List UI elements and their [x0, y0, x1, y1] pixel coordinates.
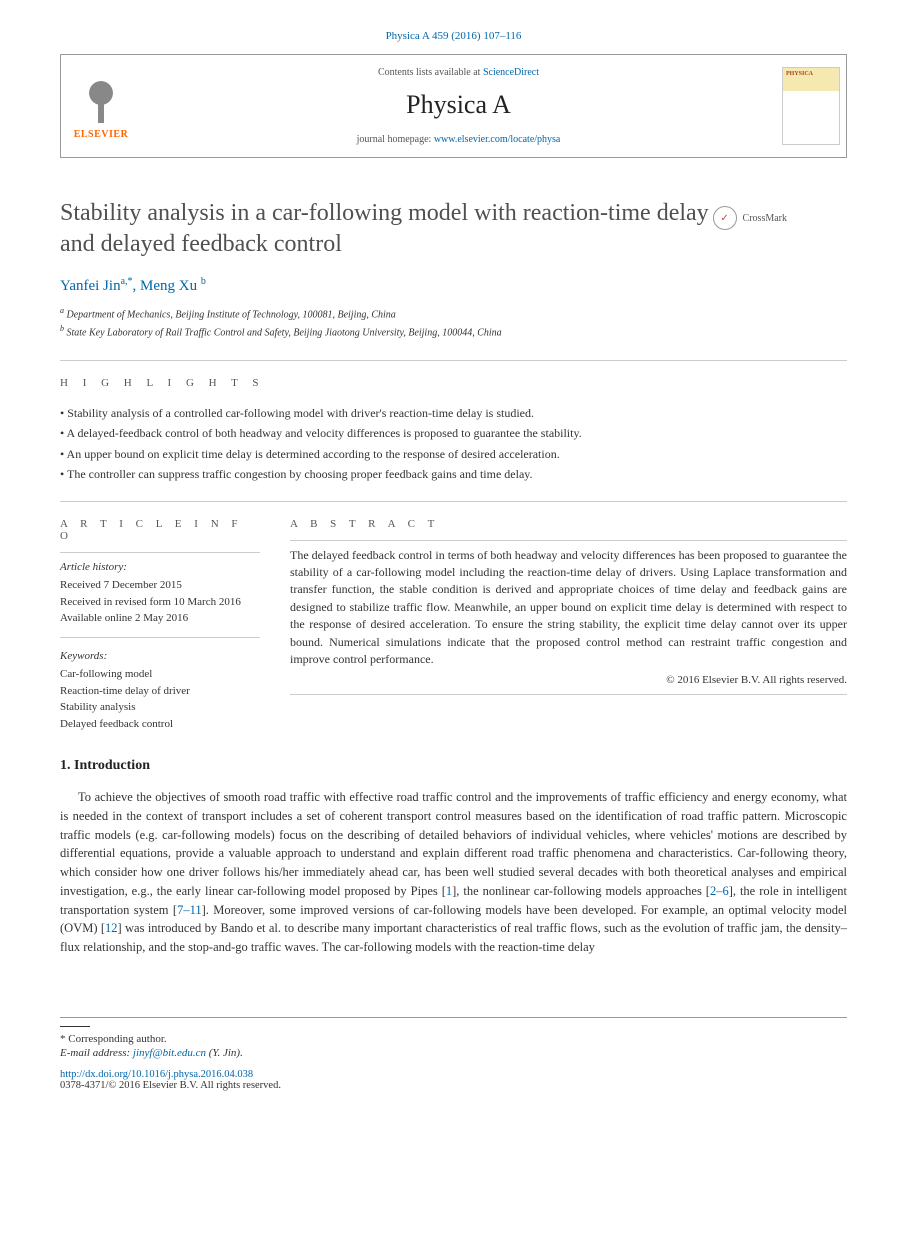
- keyword: Stability analysis: [60, 699, 260, 716]
- introduction-paragraph: To achieve the objectives of smooth road…: [60, 788, 847, 957]
- citation-link-2-6[interactable]: 2–6: [710, 884, 729, 898]
- homepage-link[interactable]: www.elsevier.com/locate/physa: [434, 134, 561, 145]
- revised-date: Received in revised form 10 March 2016: [60, 594, 260, 611]
- affiliations: a Department of Mechanics, Beijing Insti…: [60, 305, 847, 340]
- divider: [60, 501, 847, 502]
- journal-reference: Physica A 459 (2016) 107–116: [60, 30, 847, 42]
- intro-text-post: ] was introduced by Bando et al. to desc…: [60, 921, 847, 954]
- divider: [290, 540, 847, 541]
- sciencedirect-link[interactable]: ScienceDirect: [483, 67, 539, 78]
- page-footer: * Corresponding author. E-mail address: …: [60, 1017, 847, 1091]
- abstract-label: A B S T R A C T: [290, 518, 847, 530]
- elsevier-tree-icon: [76, 73, 126, 123]
- contents-prefix: Contents lists available at: [378, 67, 483, 78]
- journal-cover-thumbnail: [782, 67, 840, 145]
- info-abstract-row: A R T I C L E I N F O Article history: R…: [60, 518, 847, 733]
- homepage-prefix: journal homepage:: [357, 134, 434, 145]
- citation-link-12[interactable]: 12: [105, 921, 118, 935]
- doi-link[interactable]: http://dx.doi.org/10.1016/j.physa.2016.0…: [60, 1069, 253, 1080]
- email-line: E-mail address: jinyf@bit.edu.cn (Y. Jin…: [60, 1047, 847, 1059]
- article-info-label: A R T I C L E I N F O: [60, 518, 260, 542]
- issn-copyright-line: 0378-4371/© 2016 Elsevier B.V. All right…: [60, 1080, 847, 1091]
- intro-text-pre: To achieve the objectives of smooth road…: [60, 790, 847, 898]
- highlight-item: An upper bound on explicit time delay is…: [60, 444, 847, 464]
- author-2: Meng Xu: [140, 278, 197, 294]
- crossmark-label: CrossMark: [743, 213, 787, 224]
- author-1: Yanfei Jin: [60, 278, 121, 294]
- crossmark-icon: ✓: [713, 206, 737, 230]
- email-suffix: (Y. Jin).: [206, 1047, 243, 1059]
- history-head: Article history:: [60, 559, 260, 576]
- journal-cover-cell: [776, 55, 846, 157]
- journal-title: Physica A: [153, 90, 764, 120]
- authors-line: Yanfei Jina,*, Meng Xu b: [60, 276, 847, 295]
- affiliation-b: State Key Laboratory of Rail Traffic Con…: [67, 327, 502, 338]
- author-1-sup: a,*: [121, 276, 133, 287]
- intro-text-mid1: ], the nonlinear car-following models ap…: [452, 884, 710, 898]
- keyword: Delayed feedback control: [60, 716, 260, 733]
- keywords-block: Keywords: Car-following model Reaction-t…: [60, 648, 260, 733]
- elsevier-label: ELSEVIER: [74, 129, 129, 140]
- article-history-block: Article history: Received 7 December 201…: [60, 559, 260, 627]
- article-info-column: A R T I C L E I N F O Article history: R…: [60, 518, 260, 733]
- keywords-head: Keywords:: [60, 648, 260, 665]
- keyword: Reaction-time delay of driver: [60, 683, 260, 700]
- divider: [60, 637, 260, 638]
- author-2-sup: b: [201, 276, 206, 287]
- contents-available-line: Contents lists available at ScienceDirec…: [153, 67, 764, 78]
- homepage-line: journal homepage: www.elsevier.com/locat…: [153, 134, 764, 145]
- keyword: Car-following model: [60, 666, 260, 683]
- elsevier-logo: ELSEVIER: [61, 55, 141, 157]
- highlights-label: H I G H L I G H T S: [60, 377, 847, 389]
- footnote-rule: [60, 1026, 90, 1027]
- highlight-item: The controller can suppress traffic cong…: [60, 464, 847, 484]
- online-date: Available online 2 May 2016: [60, 610, 260, 627]
- email-link[interactable]: jinyf@bit.edu.cn: [133, 1047, 206, 1059]
- divider: [60, 360, 847, 361]
- received-date: Received 7 December 2015: [60, 577, 260, 594]
- highlight-item: A delayed-feedback control of both headw…: [60, 423, 847, 443]
- divider: [290, 694, 847, 695]
- introduction-heading: 1. Introduction: [60, 758, 847, 774]
- citation-link-7-11[interactable]: 7–11: [177, 903, 202, 917]
- affiliation-a: Department of Mechanics, Beijing Institu…: [67, 310, 396, 321]
- abstract-copyright: © 2016 Elsevier B.V. All rights reserved…: [290, 674, 847, 686]
- crossmark-badge[interactable]: ✓ CrossMark: [713, 206, 787, 230]
- abstract-column: A B S T R A C T The delayed feedback con…: [290, 518, 847, 733]
- journal-header-box: ELSEVIER Contents lists available at Sci…: [60, 54, 847, 158]
- highlights-list: Stability analysis of a controlled car-f…: [60, 403, 847, 485]
- email-label: E-mail address:: [60, 1047, 133, 1059]
- highlight-item: Stability analysis of a controlled car-f…: [60, 403, 847, 423]
- corresponding-author-note: * Corresponding author.: [60, 1033, 847, 1045]
- header-center: Contents lists available at ScienceDirec…: [141, 55, 776, 157]
- abstract-text: The delayed feedback control in terms of…: [290, 547, 847, 669]
- divider: [60, 552, 260, 553]
